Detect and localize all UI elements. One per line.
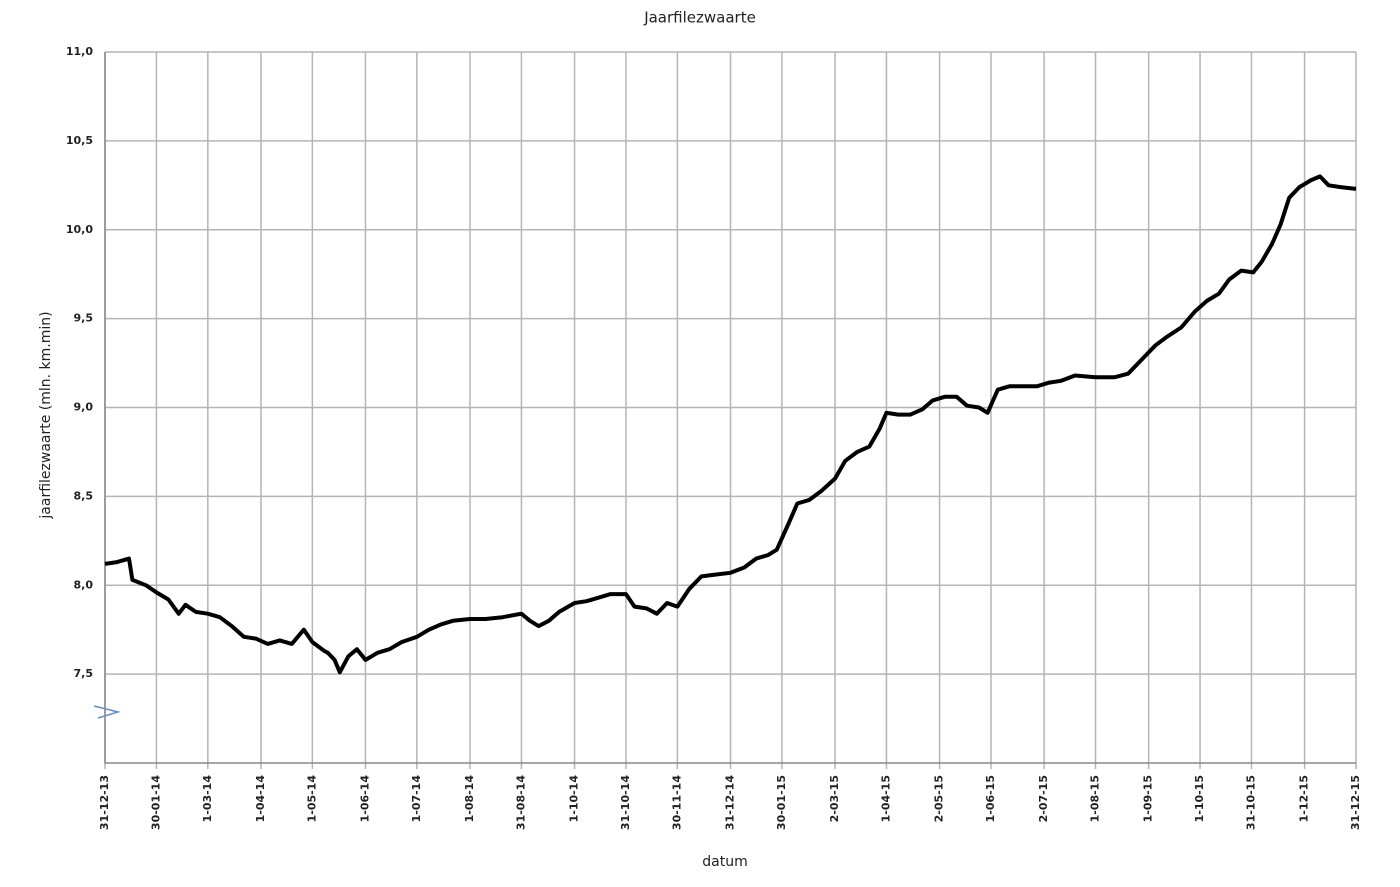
y-tick-label: 11,0 xyxy=(66,45,93,58)
x-tick-label: 1-04-15 xyxy=(879,775,892,822)
y-tick-label: 7,5 xyxy=(74,667,94,680)
x-tick-label: 1-10-15 xyxy=(1193,775,1206,822)
x-tick-label: 1-06-14 xyxy=(358,775,371,823)
x-tick-label: 1-08-14 xyxy=(463,775,476,823)
x-tick-label: 1-05-14 xyxy=(305,775,318,823)
y-tick-label: 8,0 xyxy=(74,578,94,591)
x-tick-label: 1-09-15 xyxy=(1142,775,1155,822)
chart-title: Jaarfilezwaarte xyxy=(643,9,756,27)
x-tick-label: 30-11-14 xyxy=(670,775,683,830)
x-tick-label: 1-03-14 xyxy=(201,775,214,823)
x-tick-label: 31-12-15 xyxy=(1349,775,1362,830)
axis-break xyxy=(93,705,121,719)
x-tick-label: 31-12-13 xyxy=(98,775,111,830)
x-tick-label: 1-12-15 xyxy=(1298,775,1311,822)
x-tick-label: 30-01-15 xyxy=(775,775,788,830)
y-axis-title: jaarfilezwaarte (mln. km.min) xyxy=(38,311,54,519)
y-tick-label: 9,0 xyxy=(74,401,94,414)
y-tick-label: 8,5 xyxy=(74,489,94,502)
y-tick-label: 10,5 xyxy=(66,134,93,147)
x-tick-label: 1-04-14 xyxy=(254,775,267,823)
x-tick-label: 31-08-14 xyxy=(514,775,527,830)
x-tick-label: 31-10-15 xyxy=(1244,775,1257,830)
y-tick-label: 10,0 xyxy=(66,223,93,236)
x-tick-label: 31-12-14 xyxy=(724,775,737,830)
x-axis-title: datum xyxy=(702,854,747,870)
x-tick-label: 30-01-14 xyxy=(149,775,162,830)
x-tick-label: 2-07-15 xyxy=(1037,775,1050,822)
x-tick-label: 1-08-15 xyxy=(1089,775,1102,822)
x-tick-label: 1-06-15 xyxy=(984,775,997,822)
x-tick-label: 2-03-15 xyxy=(828,775,841,822)
x-tick-label: 2-05-15 xyxy=(933,775,946,822)
x-tick-label: 1-07-14 xyxy=(410,775,423,823)
x-tick-label: 1-10-14 xyxy=(568,775,581,823)
data-line xyxy=(104,174,1357,675)
x-tick-label: 31-10-14 xyxy=(619,775,632,830)
y-tick-label: 9,5 xyxy=(74,312,94,325)
